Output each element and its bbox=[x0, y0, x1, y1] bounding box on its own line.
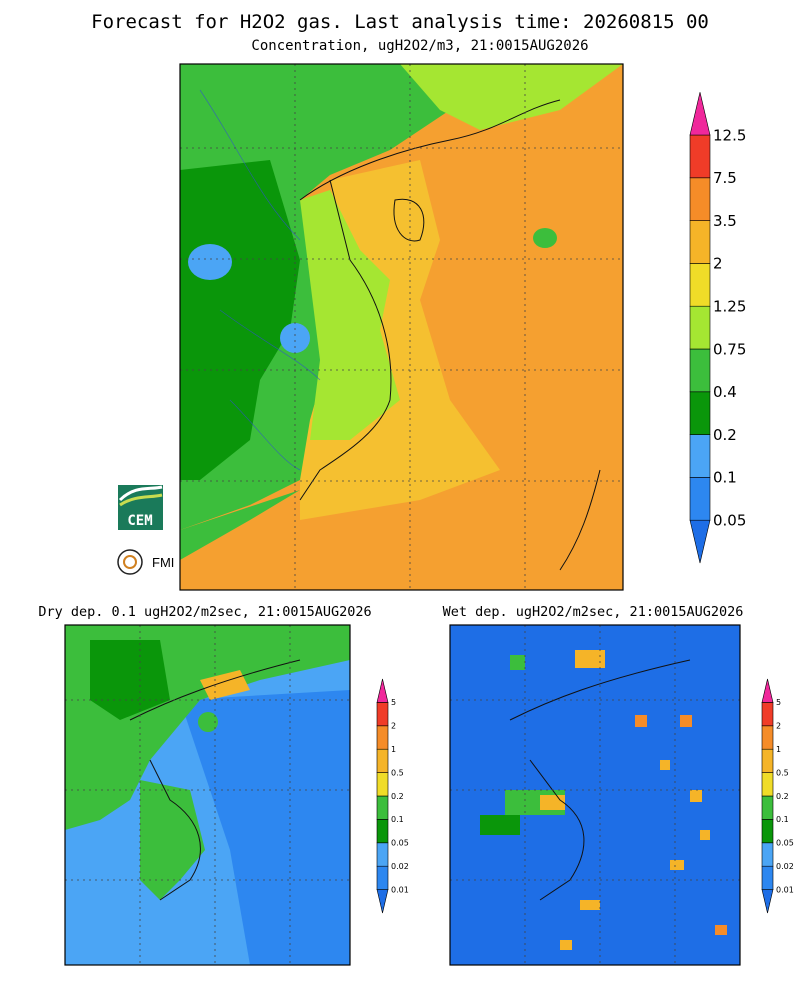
colorbar-label: 0.02 bbox=[391, 862, 409, 871]
colorbar-box bbox=[689, 391, 711, 435]
colorbar-arrow bbox=[761, 678, 774, 703]
colorbar-label: 0.1 bbox=[713, 469, 737, 487]
colorbar-label: 0.02 bbox=[776, 862, 794, 871]
colorbar-box bbox=[761, 725, 774, 750]
colorbar-label: 2 bbox=[391, 722, 396, 731]
colorbar-box bbox=[689, 305, 711, 350]
colorbar-box bbox=[376, 772, 389, 797]
colorbar-box bbox=[376, 865, 389, 890]
colorbar-label: 0.5 bbox=[776, 768, 789, 777]
colorbar-box bbox=[376, 819, 389, 844]
colorbar-label: 0.1 bbox=[776, 815, 789, 824]
colorbar-box bbox=[761, 795, 774, 820]
colorbar-box bbox=[761, 842, 774, 867]
colorbar-box bbox=[376, 842, 389, 867]
colorbar-box bbox=[689, 177, 711, 221]
colorbar-label: 0.05 bbox=[391, 839, 409, 848]
colorbar-label: 7.5 bbox=[713, 169, 737, 187]
colorbar-label: 2 bbox=[776, 722, 781, 731]
dry-title: Dry dep. 0.1 ugH2O2/m2sec, 21:0015AUG202… bbox=[38, 604, 371, 620]
fmi-logo: FMI bbox=[117, 549, 174, 575]
colorbar-box bbox=[761, 865, 774, 890]
colorbar-label: 0.5 bbox=[391, 768, 404, 777]
colorbar-label: 0.2 bbox=[391, 792, 404, 801]
colorbar-box bbox=[689, 477, 711, 521]
colorbar-label: 1 bbox=[391, 745, 396, 754]
wet-title: Wet dep. ugH2O2/m2sec, 21:0015AUG2026 bbox=[443, 604, 744, 620]
colorbar-arrow bbox=[689, 519, 711, 564]
colorbar-label: 3.5 bbox=[713, 212, 737, 230]
colorbar-box bbox=[761, 772, 774, 797]
colorbar-box bbox=[689, 263, 711, 307]
colorbar-box bbox=[689, 134, 711, 179]
colorbar-box bbox=[689, 434, 711, 478]
colorbar-label: 0.4 bbox=[713, 383, 737, 401]
colorbar-box bbox=[376, 702, 389, 727]
colorbar-box bbox=[761, 819, 774, 844]
title: Forecast for H2O2 gas. Last analysis tim… bbox=[91, 11, 709, 33]
colorbar-label: 2 bbox=[713, 255, 723, 273]
colorbar-label: 5 bbox=[391, 698, 396, 707]
colorbar-arrow bbox=[376, 889, 389, 914]
colorbar-arrow bbox=[689, 92, 711, 136]
colorbar-arrow bbox=[376, 678, 389, 703]
colorbar-label: 1 bbox=[776, 745, 781, 754]
fmi-logo-text: FMI bbox=[152, 555, 174, 570]
colorbar-label: 0.05 bbox=[713, 511, 746, 529]
colorbar-box bbox=[689, 348, 711, 393]
colorbar-label: 0.05 bbox=[776, 839, 794, 848]
wet-map bbox=[449, 624, 741, 966]
colorbar-label: 0.75 bbox=[713, 340, 746, 358]
colorbar-label: 0.01 bbox=[391, 885, 409, 894]
colorbar-box bbox=[376, 725, 389, 750]
cem-logo: CEM bbox=[118, 485, 163, 530]
cem-logo-text: CEM bbox=[127, 513, 152, 529]
colorbar-label: 12.5 bbox=[713, 126, 746, 144]
colorbar-box bbox=[761, 702, 774, 727]
colorbar-box bbox=[376, 795, 389, 820]
colorbar-label: 1.25 bbox=[713, 297, 746, 315]
colorbar-arrow bbox=[761, 889, 774, 914]
colorbar-box bbox=[761, 748, 774, 773]
dry-map bbox=[64, 624, 351, 966]
colorbar-label: 0.1 bbox=[391, 815, 404, 824]
subtitle: Concentration, ugH2O2/m3, 21:0015AUG2026 bbox=[251, 38, 588, 54]
colorbar-label: 0.2 bbox=[713, 426, 737, 444]
colorbar-label: 0.01 bbox=[776, 885, 794, 894]
main-map bbox=[179, 63, 624, 591]
colorbar-box bbox=[376, 748, 389, 773]
colorbar-label: 5 bbox=[776, 698, 781, 707]
colorbar-box bbox=[689, 220, 711, 264]
colorbar-label: 0.2 bbox=[776, 792, 789, 801]
